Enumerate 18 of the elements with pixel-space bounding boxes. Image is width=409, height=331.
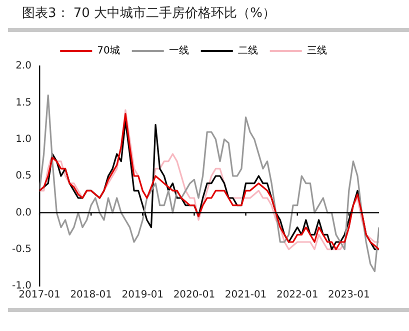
y-tick-label: -0.5 (12, 244, 32, 255)
x-tick-label: 2022-01 (276, 290, 318, 301)
x-tick-label: 2018-01 (70, 290, 112, 301)
x-tick-label: 2019-01 (122, 290, 164, 301)
y-tick-label: 0.0 (16, 207, 32, 218)
legend-label: 三线 (306, 44, 327, 57)
x-tick-label: 2021-01 (224, 290, 267, 301)
legend-label: 一线 (168, 44, 189, 57)
y-tick-label: 1.0 (16, 134, 32, 145)
y-tick-label: 2.0 (16, 60, 32, 72)
legend-label: 二线 (238, 44, 258, 57)
x-tick-label: 2020-01 (173, 290, 216, 301)
legend-label: 70城 (97, 44, 120, 57)
y-tick-label: 0.5 (16, 170, 32, 182)
y-tick-label: 1.5 (16, 97, 32, 108)
chart-title: 图表3： 70 大中城市二手房价格环比（%） (22, 5, 276, 22)
x-tick-label: 2017-01 (18, 290, 60, 301)
x-tick-label: 2023-01 (328, 290, 370, 301)
